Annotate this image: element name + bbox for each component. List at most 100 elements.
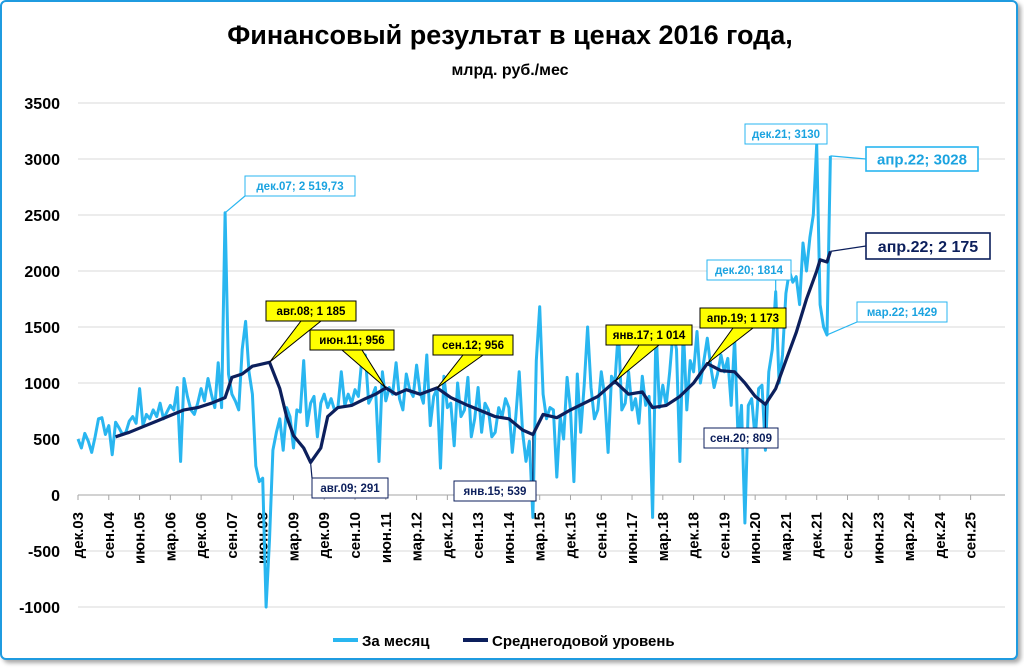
- callout: авг.08; 1 185: [265, 300, 357, 363]
- callout-label: янв.17; 1 014: [613, 330, 686, 342]
- callout-label: мар.22; 1429: [867, 307, 937, 319]
- callout: апр.22; 3028: [830, 146, 979, 172]
- x-tick-label: сен.13: [470, 512, 487, 559]
- callout-box: [865, 146, 979, 172]
- callout: дек.21; 3130: [744, 123, 828, 145]
- callout-box: [699, 307, 787, 329]
- chart-subtitle: млрд. руб./мес: [451, 62, 568, 79]
- callout-label: сен.20; 809: [710, 433, 772, 445]
- x-tick-label: дек.18: [686, 512, 703, 558]
- callout-box: [453, 480, 537, 502]
- callout: апр.19; 1 173: [699, 307, 787, 365]
- x-tick-label: мар.21: [778, 512, 795, 561]
- callout-label: авг.08; 1 185: [277, 306, 346, 318]
- series-line-annual: [115, 250, 832, 464]
- callout-label: дек.21; 3130: [752, 129, 820, 141]
- x-tick-label: мар.12: [409, 512, 426, 561]
- callout: мар.22; 1429: [826, 301, 948, 336]
- y-tick-label: 3000: [24, 152, 60, 169]
- y-tick-label: 3500: [24, 96, 60, 113]
- x-tick-label: сен.22: [840, 512, 857, 559]
- callout-label: янв.15; 539: [464, 486, 527, 498]
- x-tick-label: июн.11: [378, 512, 395, 563]
- callout-pointer: [309, 462, 313, 479]
- callout-pointer: [826, 321, 858, 336]
- x-tick-label: сен.10: [347, 512, 364, 559]
- callout-box: [706, 259, 792, 281]
- x-tick-label: дек.21: [809, 512, 826, 558]
- callout-box: [865, 232, 991, 260]
- callout: сен.20; 809: [703, 404, 779, 449]
- x-tick-label: дек.09: [316, 512, 333, 558]
- callout-pointer: [706, 327, 755, 365]
- callout-pointer: [614, 344, 661, 382]
- series-line-monthly: [76, 142, 832, 609]
- x-tick-label: мар.15: [532, 512, 549, 561]
- callout: апр.22; 2 175: [830, 232, 991, 260]
- x-tick-label: мар.06: [162, 512, 179, 561]
- callout-pointer: [830, 155, 867, 160]
- callout-box: [432, 334, 514, 356]
- legend: За месяц Среднегодовой уровень: [333, 633, 675, 650]
- grid-lines: [78, 102, 1005, 608]
- callout-box: [265, 300, 357, 322]
- callouts: дек.07; 2 519,73 авг.08; 1 185 июн.11; 956…: [224, 123, 991, 502]
- callout-box: [309, 329, 395, 351]
- callout-box: [856, 301, 948, 323]
- x-tick-label: дек.12: [439, 512, 456, 558]
- callout-box: [311, 477, 389, 499]
- x-tick-label: июн.17: [624, 512, 641, 564]
- x-tick-label: сен.04: [101, 511, 118, 558]
- chart-title: Финансовый результат в ценах 2016 года,: [227, 20, 793, 50]
- callout-label: сен.12; 956: [442, 340, 504, 352]
- callout-box: [244, 175, 356, 197]
- callout-box: [744, 123, 828, 145]
- x-tick-label: июн.23: [870, 512, 887, 564]
- callout-pointer: [830, 245, 867, 252]
- legend-label-annual: Среднегодовой уровень: [492, 633, 675, 650]
- callout-label: авг.09; 291: [320, 483, 380, 495]
- x-tick-label: дек.15: [562, 512, 579, 558]
- callout-label: апр.19; 1 173: [707, 313, 779, 325]
- y-tick-label: -1000: [19, 600, 60, 617]
- callout: сен.12; 956: [432, 334, 514, 389]
- y-tick-label: 1000: [24, 376, 60, 393]
- x-tick-label: сен.07: [224, 512, 241, 559]
- y-axis: 3500 3000 2500 2000 1500 1000 500 0 -500 -1000: [19, 96, 60, 617]
- y-tick-label: -500: [28, 544, 60, 561]
- x-tick-label: сен.16: [593, 512, 610, 559]
- x-tick-label: дек.03: [70, 512, 87, 558]
- callout: янв.17; 1 014: [605, 324, 693, 382]
- y-tick-label: 0: [51, 488, 60, 505]
- x-tick-label: дек.24: [932, 511, 949, 558]
- callout-box: [605, 324, 693, 346]
- x-tick-label: июн.20: [747, 512, 764, 564]
- series-lines: [76, 142, 832, 609]
- x-tick-label: дек.06: [193, 512, 210, 558]
- callout: июн.11; 956: [309, 329, 395, 389]
- callout: дек.20; 1814: [706, 259, 792, 292]
- callout-box: [703, 427, 779, 449]
- callout-pointer: [340, 349, 387, 389]
- callout-label: июн.11; 956: [319, 335, 384, 347]
- y-tick-label: 1500: [24, 320, 60, 337]
- x-tick-label: сен.19: [716, 512, 733, 559]
- callout-label: дек.20; 1814: [715, 265, 784, 277]
- callout-pointer: [224, 195, 246, 214]
- callout-label: апр.22; 3028: [877, 151, 967, 168]
- callout: дек.07; 2 519,73: [224, 175, 356, 214]
- x-tick-label: мар.24: [901, 511, 918, 561]
- callout-label: апр.22; 2 175: [878, 239, 978, 256]
- callout: янв.15; 539: [453, 434, 537, 502]
- x-tick-label: мар.18: [655, 512, 672, 561]
- callout: авг.09; 291: [309, 462, 389, 499]
- x-tick-label: сен.25: [963, 512, 980, 559]
- y-tick-label: 2500: [24, 208, 60, 225]
- x-axis: дек.03 сен.04 июн.05 мар.06 дек.06 сен.07 июн.…: [70, 495, 980, 564]
- x-tick-label: июн.05: [132, 512, 149, 564]
- callout-label: дек.07; 2 519,73: [256, 181, 343, 193]
- legend-label-monthly: За месяц: [362, 633, 430, 650]
- x-tick-label: мар.09: [285, 512, 302, 561]
